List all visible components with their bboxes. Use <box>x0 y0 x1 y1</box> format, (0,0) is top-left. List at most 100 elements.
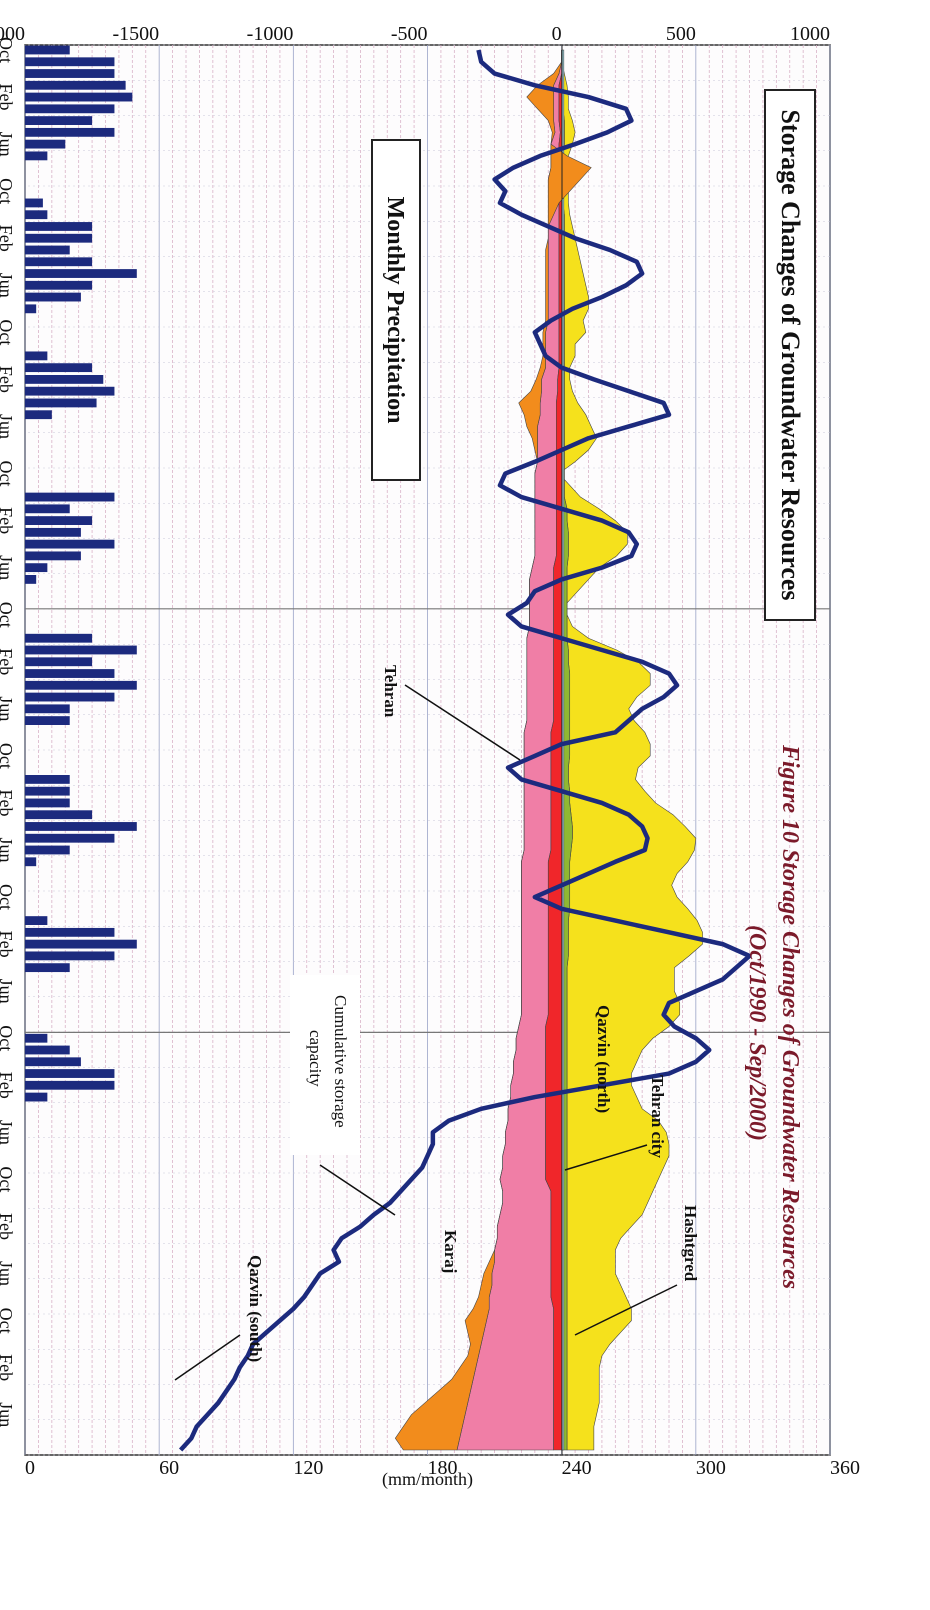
left-tick-label: -2000 <box>0 23 25 45</box>
precip-bar <box>25 775 70 784</box>
month-tick-label: Feb <box>0 1213 16 1240</box>
precip-bar <box>24 657 93 667</box>
precip-bar <box>25 80 126 90</box>
month-tick-label: Feb <box>0 225 16 252</box>
right-tick-label: 300 <box>696 1457 726 1479</box>
month-tick-label: Feb <box>0 648 16 675</box>
precip-bar <box>24 810 93 820</box>
precip-bar <box>24 222 93 231</box>
precip-bar <box>24 304 37 314</box>
storage-title-text: Storage Changes of Groundwater Resources <box>776 109 805 600</box>
precip-bar <box>24 257 93 267</box>
month-tick-label: Feb <box>0 931 16 958</box>
arrow-tehran-city <box>564 1144 648 1171</box>
precip-bar <box>24 116 93 125</box>
precip-bar <box>24 398 97 408</box>
precip-bar <box>25 375 104 384</box>
month-tick-label: Jun <box>0 696 16 721</box>
cumulative-storage-line <box>178 49 752 1452</box>
left-tick-label: 500 <box>666 23 696 45</box>
precip-bar <box>25 704 70 714</box>
month-tick-label: Feb <box>0 507 16 534</box>
month-tick-label: Jun <box>0 979 16 1004</box>
month-tick-label: Oct <box>0 319 16 345</box>
left-tick-label: -500 <box>391 23 428 45</box>
label-cumulative-1: Cumulative storage <box>331 995 350 1128</box>
right-tick-label: 240 <box>562 1457 592 1479</box>
precip-bar <box>24 92 133 102</box>
precipitation-bars <box>24 45 137 1102</box>
precip-bar <box>25 1045 70 1055</box>
month-tick-label: Jun <box>0 1402 16 1427</box>
storage-title-box: Storage Changes of Groundwater Resources <box>764 89 816 621</box>
month-tick-label: Oct <box>0 743 16 769</box>
precip-bar <box>25 139 66 149</box>
right-tick-label: 0 <box>25 1457 35 1479</box>
month-tick-label: Jun <box>0 132 16 157</box>
figure-subtitle: (Oct/1990 - Sep/2000) <box>744 925 770 1141</box>
label-tehran-city: Tehran city <box>648 1075 667 1158</box>
precip-bar <box>24 645 137 655</box>
month-tick-label: Oct <box>0 1308 16 1334</box>
cumulative-label-bg <box>290 975 360 1155</box>
precip-bar <box>24 280 93 290</box>
month-tick-label: Oct <box>0 37 16 63</box>
precip-bar <box>25 1080 115 1090</box>
label-qazvin-north: Qazvin (north) <box>594 1005 613 1113</box>
precip-bar <box>24 410 52 420</box>
precip-bar <box>25 669 115 678</box>
precip-bar <box>25 927 115 937</box>
label-qazvin-south: Qazvin (south) <box>246 1255 265 1362</box>
storage-areas <box>394 49 703 1451</box>
precip-bar <box>25 963 70 973</box>
right-tick-label: 180 <box>428 1457 458 1479</box>
arrow-cumulative <box>319 1164 396 1216</box>
time-axis: OctFebJun1990/91OctFebJun1991/92OctFebJu… <box>0 37 16 1427</box>
precip-bar <box>25 798 70 808</box>
month-tick-label: Feb <box>0 84 16 111</box>
precip-bar <box>25 104 115 114</box>
month-tick-label: Feb <box>0 366 16 393</box>
month-tick-label: Oct <box>0 1166 16 1192</box>
area-qazvin-south <box>394 50 592 1451</box>
precip-bar <box>24 351 48 361</box>
data-gap-separators <box>25 608 830 1033</box>
precip-bar <box>24 363 93 373</box>
precip-bar <box>25 492 115 502</box>
precip-title-box: Monthly Precipitation <box>371 139 421 481</box>
precip-bar <box>24 633 93 643</box>
month-tick-label: Jun <box>0 555 16 580</box>
precip-bar <box>24 1092 48 1102</box>
precip-bar <box>24 292 81 302</box>
right-tick-label: 120 <box>293 1457 323 1479</box>
left-tick-label: -1000 <box>247 23 294 45</box>
precip-bar <box>24 269 137 278</box>
series-annotations: Qazvin (north) Hashtgred Tehran city Teh… <box>174 665 700 1381</box>
precip-bar <box>25 45 70 55</box>
precip-bar <box>24 516 93 526</box>
label-karaj: Karaj <box>441 1230 460 1273</box>
precip-bar <box>25 951 115 961</box>
month-tick-label: Jun <box>0 273 16 298</box>
precip-bar <box>24 1033 48 1043</box>
precip-bar <box>24 233 93 243</box>
precip-bar <box>24 527 81 537</box>
precip-bar <box>24 551 81 561</box>
precip-title-text: Monthly Precipitation <box>382 197 408 424</box>
precip-bar <box>25 833 115 843</box>
month-tick-label: Feb <box>0 1354 16 1381</box>
month-tick-label: Jun <box>0 1120 16 1145</box>
precip-bar <box>25 127 115 137</box>
month-tick-label: Feb <box>0 789 16 816</box>
precip-bar <box>24 1057 81 1067</box>
right-tick-label: 360 <box>830 1457 860 1479</box>
precip-bar <box>25 504 70 514</box>
precip-bar <box>24 575 37 584</box>
precip-bar <box>24 680 137 690</box>
arrow-hashtgred <box>574 1284 678 1336</box>
month-tick-label: Oct <box>0 1025 16 1051</box>
left-tick-label: 0 <box>552 23 562 45</box>
month-tick-label: Jun <box>0 414 16 439</box>
precip-bar <box>24 563 48 573</box>
